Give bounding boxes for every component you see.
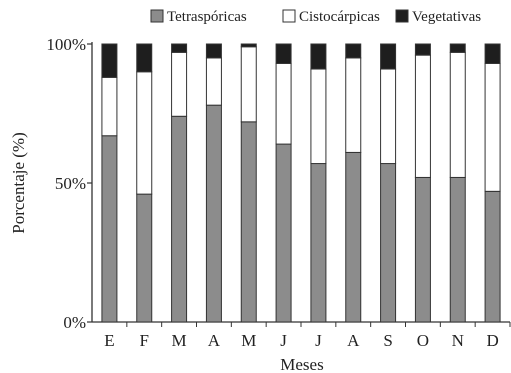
bar-segment-1: [380, 163, 397, 323]
legend: Tetraspóricas Cistocárpicas Vegetativas: [150, 9, 481, 25]
x-tick-label: M: [172, 331, 187, 350]
bar-segment-2: [484, 62, 501, 192]
bar-segment-2: [171, 51, 188, 117]
legend-label: Tetraspóricas: [167, 9, 247, 25]
bar-segment-1: [205, 104, 222, 323]
y-tick-label: 50%: [55, 174, 86, 193]
bar-segment-3: [414, 43, 431, 56]
bars: [101, 43, 501, 323]
legend-swatch: [395, 9, 409, 23]
bar-segment-3: [345, 43, 362, 59]
bar-segment-1: [310, 163, 327, 323]
bar-segment-1: [240, 121, 257, 323]
bar-segment-3: [171, 43, 188, 53]
bar-segment-3: [205, 43, 222, 59]
legend-label: Cistocárpicas: [299, 9, 380, 25]
bar-segment-1: [414, 176, 431, 323]
legend-swatch: [282, 9, 296, 23]
bar-segment-3: [275, 43, 292, 64]
bar-segment-2: [101, 76, 118, 137]
bar-segment-2: [136, 71, 153, 195]
x-tick-label: S: [383, 331, 392, 350]
x-tick-label: M: [241, 331, 256, 350]
bar-segment-2: [449, 51, 466, 178]
bar-segment-1: [449, 176, 466, 323]
bar-segment-2: [380, 68, 397, 165]
bar-segment-3: [449, 43, 466, 53]
x-axis-title: Meses: [280, 355, 323, 373]
y-axis-title: Porcentaje (%): [9, 132, 28, 233]
bar-segment-3: [240, 43, 257, 48]
x-tick-label: E: [104, 331, 114, 350]
bar-segment-1: [484, 190, 501, 323]
axes: [91, 42, 510, 323]
bar-segment-2: [205, 57, 222, 106]
x-tick-label: A: [347, 331, 360, 350]
legend-label: Vegetativas: [412, 9, 481, 25]
bar-segment-2: [414, 54, 431, 178]
bar-segment-3: [484, 43, 501, 64]
bar-segment-1: [171, 115, 188, 323]
bar-segment-1: [136, 193, 153, 323]
x-tick-label: A: [208, 331, 221, 350]
bar-segment-2: [310, 68, 327, 165]
legend-swatch: [150, 9, 164, 23]
bar-segment-1: [275, 143, 292, 323]
bar-segment-2: [275, 62, 292, 145]
y-tick-label: 0%: [63, 313, 86, 332]
bar-segment-2: [240, 46, 257, 123]
y-tick-label: 100%: [46, 35, 86, 54]
x-tick-label: J: [315, 331, 322, 350]
bar-segment-3: [380, 43, 397, 70]
x-tick-label: D: [486, 331, 498, 350]
bar-segment-1: [345, 151, 362, 323]
bar-segment-1: [101, 135, 118, 323]
bar-segment-3: [101, 43, 118, 78]
x-tick-label: O: [417, 331, 429, 350]
y-tick-labels: 0% 50% 100%: [46, 35, 92, 332]
bar-segment-3: [136, 43, 153, 73]
x-tick-label: J: [280, 331, 287, 350]
x-tick-label: N: [452, 331, 464, 350]
x-tick-label: F: [140, 331, 149, 350]
bar-segment-3: [310, 43, 327, 70]
bar-segment-2: [345, 57, 362, 153]
